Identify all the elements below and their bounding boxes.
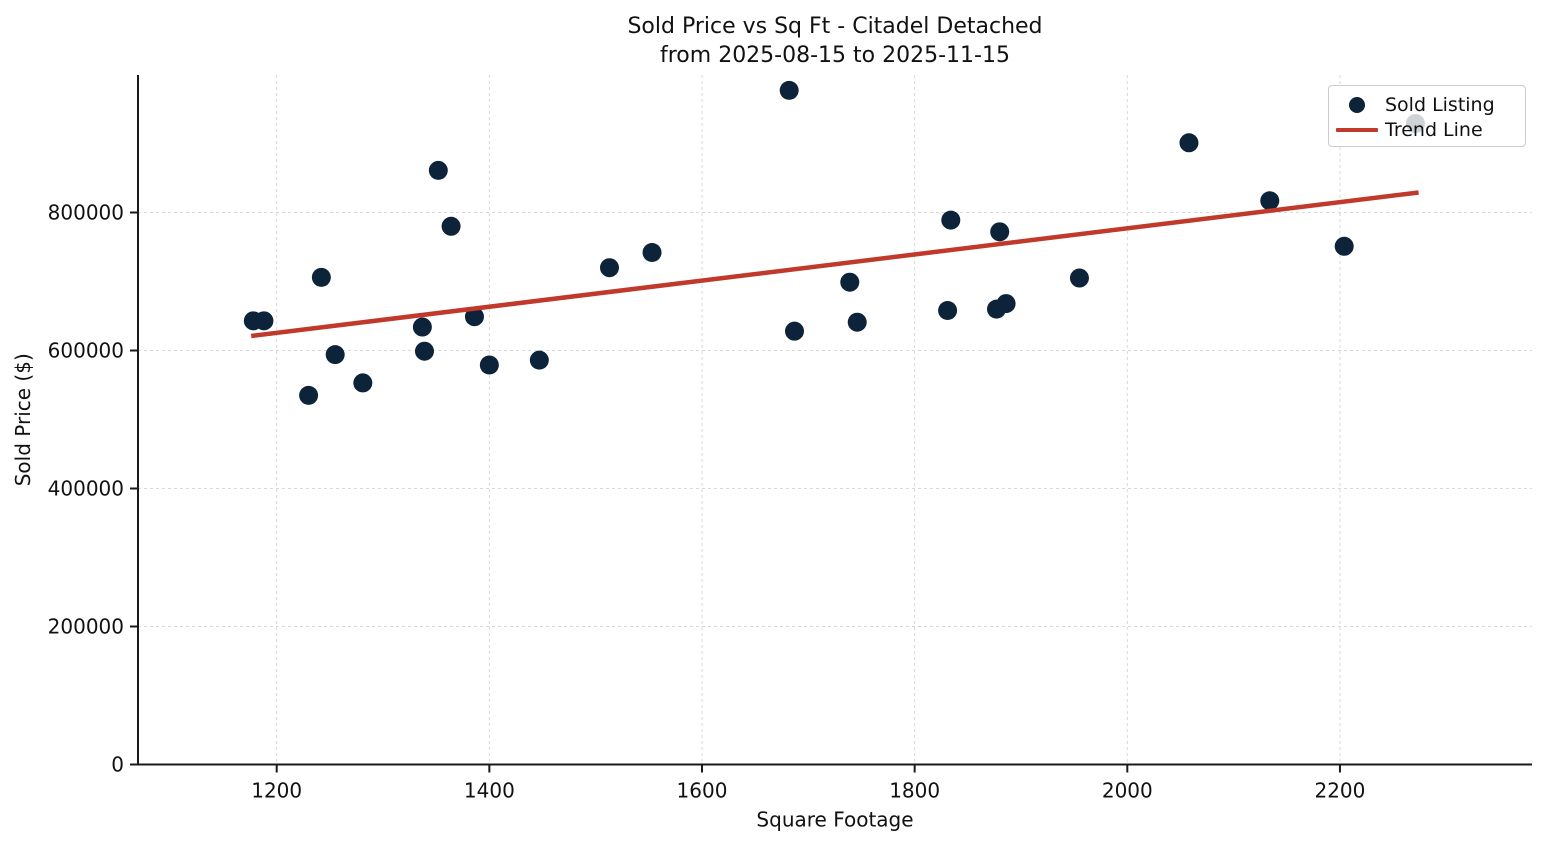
scatter-point <box>779 80 799 100</box>
scatter-point <box>840 272 860 292</box>
scatter-point <box>642 243 662 263</box>
legend-row-trend-line: Trend Line <box>1329 117 1525 142</box>
chart-subtitle: from 2025-08-15 to 2025-11-15 <box>660 43 1010 68</box>
sold-listing-dot-icon <box>1349 96 1365 113</box>
x-tick-label: 1200 <box>251 779 302 803</box>
scatter-point <box>353 373 373 393</box>
scatter-point <box>938 300 958 320</box>
scatter-point <box>1260 191 1280 211</box>
legend-row-sold-listing: Sold Listing <box>1329 92 1525 117</box>
scatter-point <box>428 160 448 180</box>
scatter-point <box>1334 236 1354 256</box>
scatter-point <box>990 222 1010 242</box>
scatter-point <box>254 311 274 331</box>
y-tick-label: 800000 <box>48 201 124 225</box>
scatter-point <box>1069 268 1089 288</box>
scatter-point <box>311 267 331 287</box>
trend-line <box>250 190 1419 339</box>
y-tick-label: 200000 <box>48 615 124 639</box>
scatter-point <box>941 210 961 230</box>
x-tick-label: 1800 <box>889 779 940 803</box>
scatter-point <box>599 258 619 278</box>
scatter-point <box>414 341 434 361</box>
trend-line-swatch-icon <box>1336 127 1378 132</box>
x-tick-label: 2000 <box>1102 779 1153 803</box>
scatter-point <box>529 350 549 370</box>
legend-label-sold-listing: Sold Listing <box>1385 93 1495 116</box>
y-axis-label: Sold Price ($) <box>11 353 35 486</box>
y-tick-label: 400000 <box>48 477 124 501</box>
scatter-point <box>412 317 432 337</box>
x-tick-label: 1400 <box>464 779 515 803</box>
x-tick-label: 2200 <box>1314 779 1365 803</box>
scatter-point <box>299 385 319 405</box>
chart-title: Sold Price vs Sq Ft - Citadel Detached <box>627 14 1043 39</box>
scatter-point <box>996 294 1016 314</box>
legend: Sold Listing Trend Line <box>1328 85 1526 147</box>
y-tick-label: 600000 <box>48 339 124 363</box>
x-axis-label: Square Footage <box>756 808 913 832</box>
scatter-point <box>464 307 484 327</box>
x-tick-label: 1600 <box>677 779 728 803</box>
scatter-point <box>785 321 805 341</box>
y-tick-label: 0 <box>111 753 124 777</box>
scatter-point <box>479 355 499 375</box>
scatter-point <box>441 216 461 236</box>
scatter-point <box>325 345 345 365</box>
scatter-point <box>1179 133 1199 153</box>
scatter-point <box>847 312 867 332</box>
legend-label-trend-line: Trend Line <box>1385 118 1483 141</box>
